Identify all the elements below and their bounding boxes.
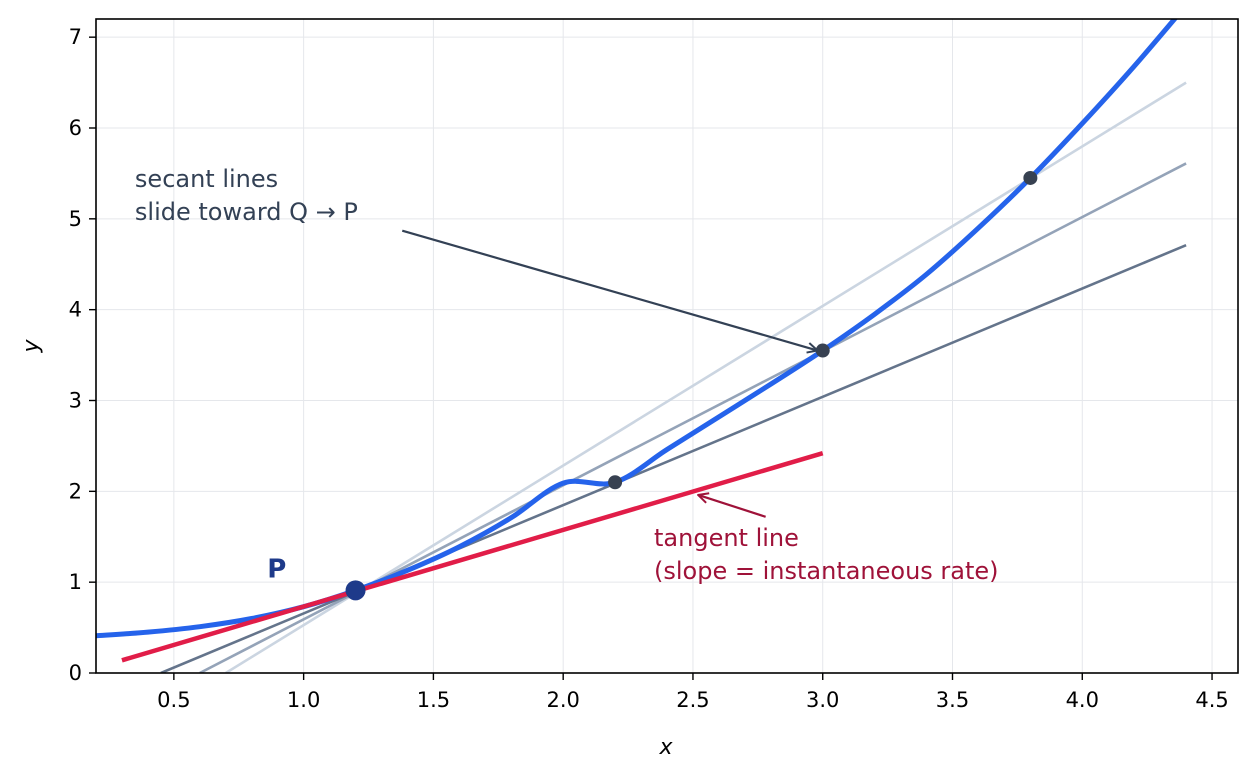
x-tick-label: 1.0 xyxy=(287,688,320,712)
y-axis-label: y xyxy=(19,339,44,354)
point-p xyxy=(345,580,366,601)
y-tick-label: 7 xyxy=(69,25,82,49)
y-tick-label: 6 xyxy=(69,116,82,140)
x-tick-label: 4.5 xyxy=(1195,688,1228,712)
y-tick-label: 0 xyxy=(69,661,82,685)
y-tick-label: 2 xyxy=(69,479,82,503)
x-axis-label: x xyxy=(658,735,673,760)
annotation-text: secant lines slide toward Q → P xyxy=(135,165,358,226)
annotations: secant lines slide toward Q → P tangent li… xyxy=(135,165,999,585)
point-q xyxy=(1023,170,1038,185)
y-tick-label: 4 xyxy=(69,298,82,322)
x-tick-label: 0.5 xyxy=(157,688,190,712)
annotation-arrow xyxy=(401,229,817,351)
annotation-text: tangent line (slope = instantaneous rate) xyxy=(654,524,999,585)
axis-ticks: 0.5 1.0 1.5 2.0 2.5 3.0 3.5 4.0 4.5 0 1 2 3 4 5 6 7 xyxy=(69,25,1229,712)
x-tick-label: 2.5 xyxy=(676,688,709,712)
x-tick-label: 2.0 xyxy=(546,688,579,712)
y-tick-label: 5 xyxy=(69,207,82,231)
x-tick-label: 3.5 xyxy=(936,688,969,712)
point-q xyxy=(608,475,623,490)
series-lines xyxy=(96,19,1187,673)
y-tick-label: 3 xyxy=(69,389,82,413)
x-tick-label: 1.5 xyxy=(417,688,450,712)
curve-line xyxy=(96,19,1178,639)
plot-frame xyxy=(95,18,1239,674)
point-p-label: P xyxy=(267,555,286,585)
x-tick-label: 3.0 xyxy=(806,688,839,712)
point-q xyxy=(815,343,830,358)
x-tick-label: 4.0 xyxy=(1066,688,1099,712)
secant-line xyxy=(160,243,1187,673)
y-tick-label: 1 xyxy=(69,570,82,594)
tangent-line xyxy=(121,451,824,663)
annotation-arrow xyxy=(698,495,766,518)
